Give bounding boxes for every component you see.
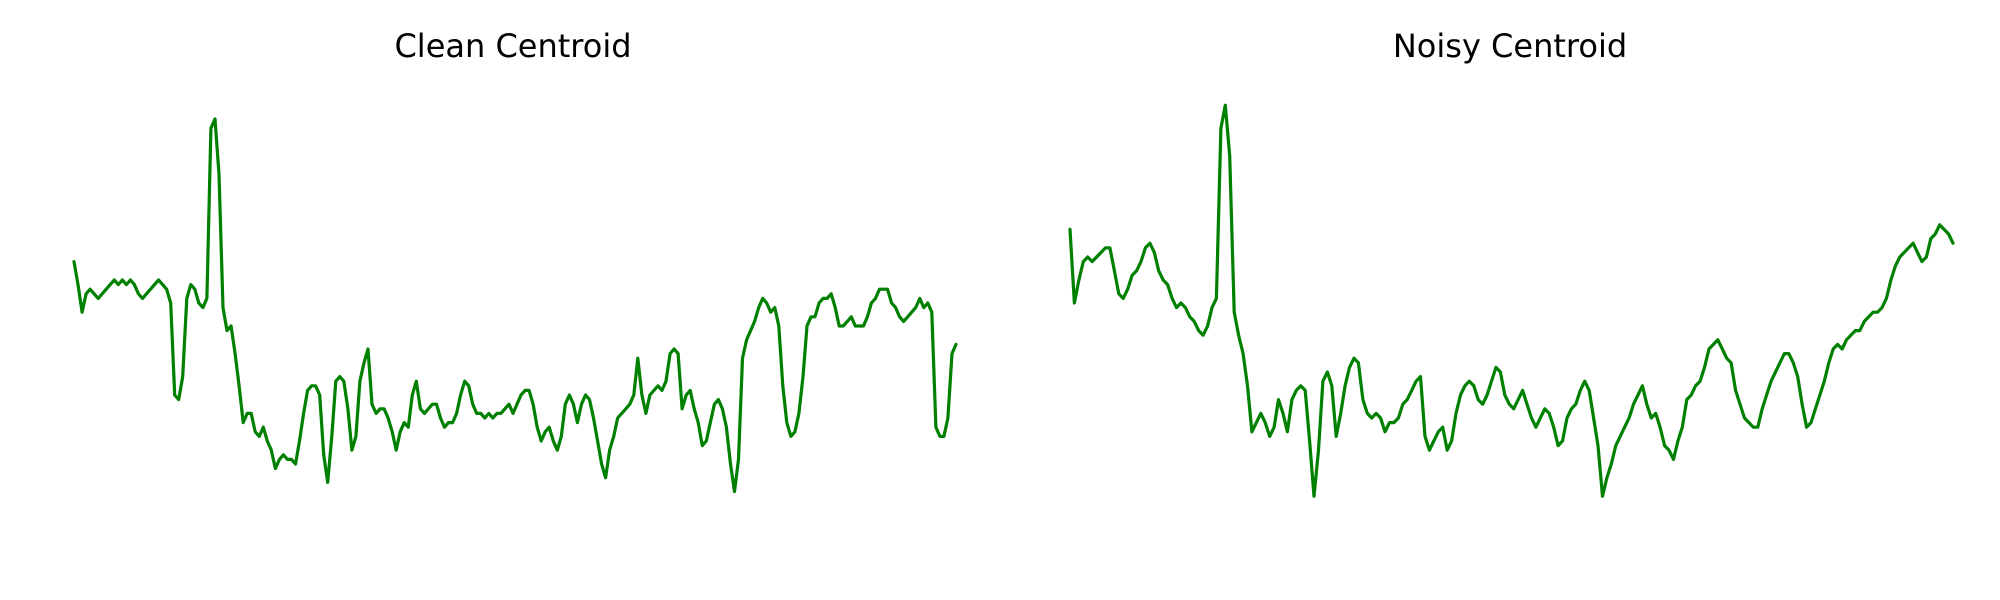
plot-area	[1068, 103, 1955, 498]
noisy-centroid-panel: Noisy Centroid	[1000, 0, 2000, 600]
series-line-0	[72, 117, 958, 494]
plot-area	[72, 117, 958, 494]
clean-centroid-chart: Clean Centroid	[72, 27, 958, 494]
chart-title: Noisy Centroid	[1393, 27, 1627, 65]
series-line-0	[1068, 103, 1955, 498]
clean-centroid-panel: Clean Centroid	[72, 27, 958, 494]
noisy-centroid-chart: Noisy Centroid	[1068, 27, 1955, 498]
chart-title: Clean Centroid	[394, 27, 631, 65]
